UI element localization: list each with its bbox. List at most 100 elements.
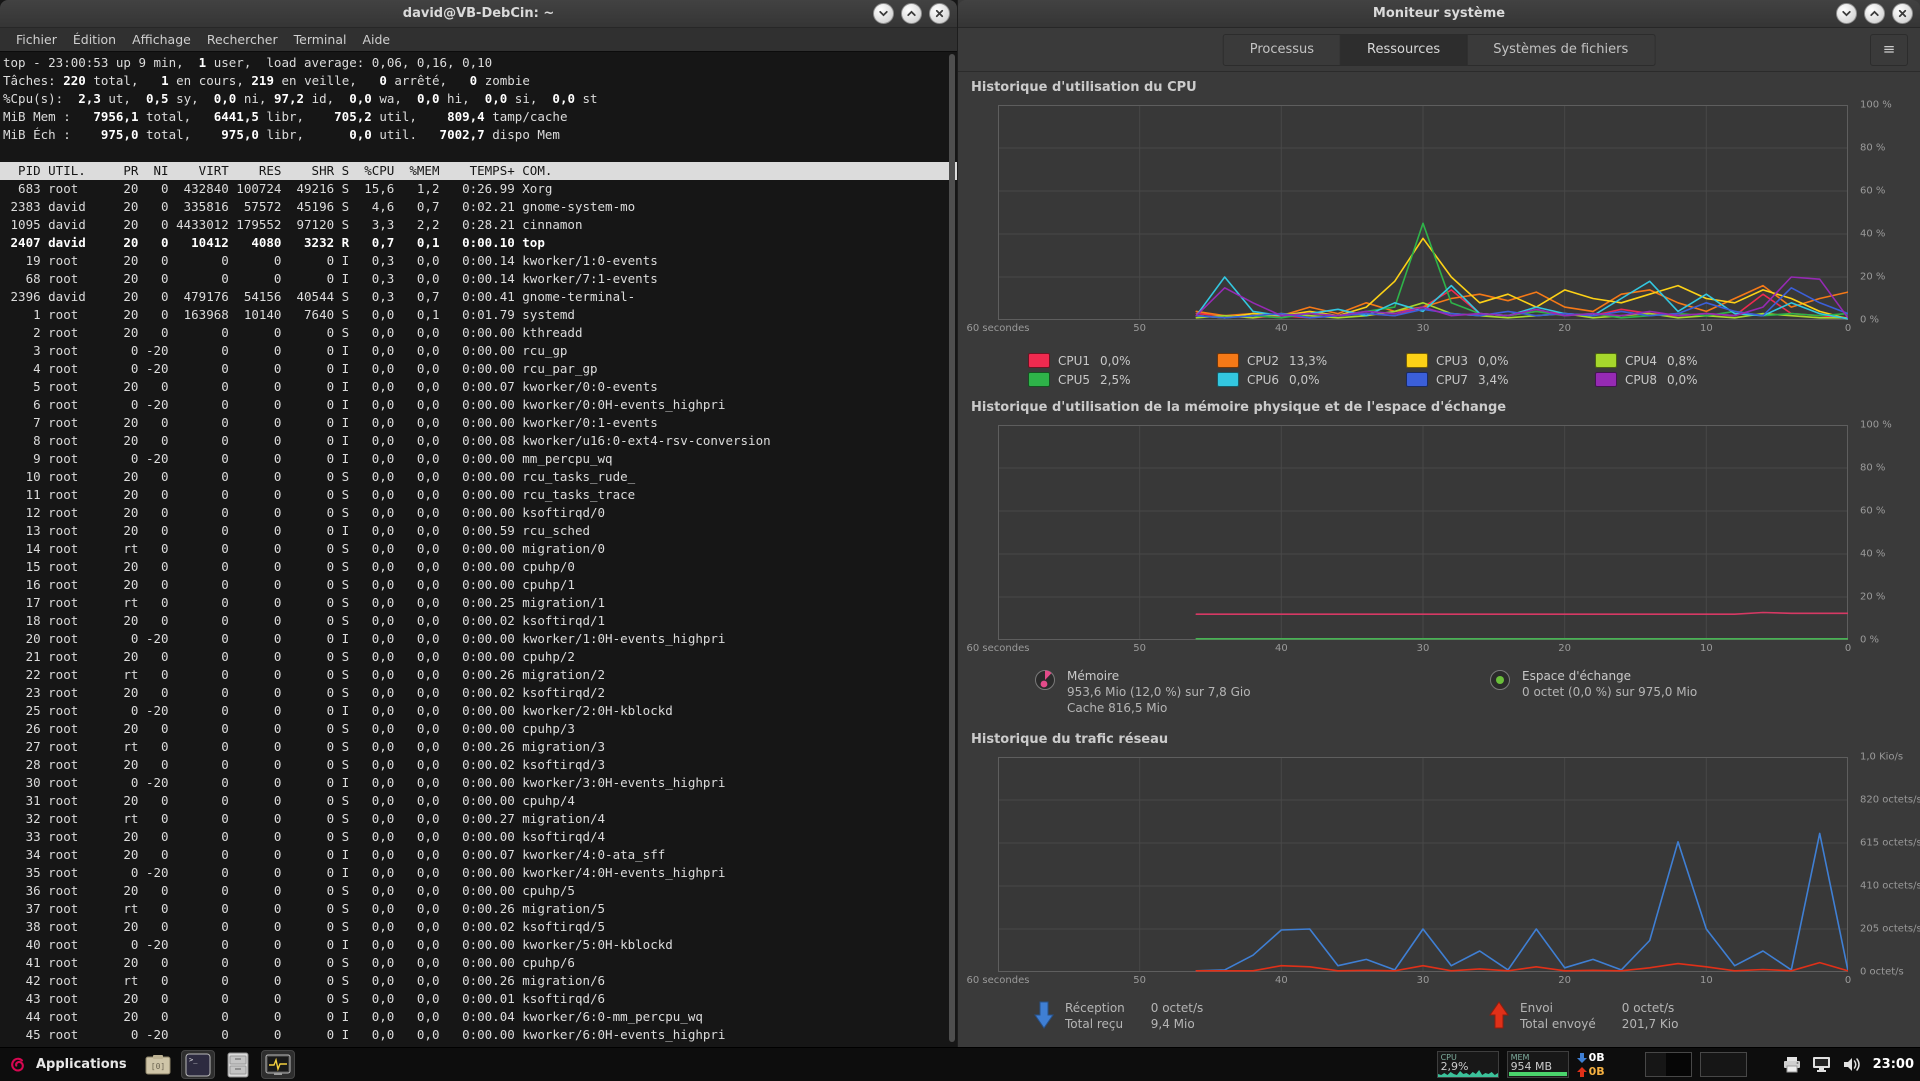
top-summary-line: top - 23:00:53 up 9 min, 1 user, load av… (3, 55, 493, 70)
x-axis-label: 20 (1558, 323, 1572, 334)
close-button[interactable] (1892, 3, 1913, 24)
process-row: 22 root rt 0 0 0 0 S 0,0 0,0 0:00.26 mig… (3, 667, 606, 682)
process-row: 4 root 0 -20 0 0 0 I 0,0 0,0 0:00.00 rcu… (3, 361, 598, 376)
network-rx-legend-item: Réception 0 octet/s Total reçu 9,4 Mio (1033, 1000, 1203, 1032)
process-row: 10 root 20 0 0 0 0 S 0,0 0,0 0:00.00 rcu… (3, 469, 636, 484)
network-panel-widget[interactable]: 0B 0B (1576, 1050, 1605, 1079)
x-axis-label: 0 (1844, 323, 1852, 334)
menu-affichage[interactable]: Affichage (132, 32, 191, 47)
memory-pie-icon (1035, 670, 1055, 690)
applications-menu-button[interactable] (4, 1050, 30, 1079)
process-row: 31 root 20 0 0 0 0 S 0,0 0,0 0:00.00 cpu… (3, 793, 575, 808)
memory-panel-widget[interactable]: MEM 954 MB (1506, 1051, 1569, 1078)
display-tray-button[interactable] (1811, 1053, 1833, 1077)
system-monitor-launcher[interactable] (260, 1050, 295, 1079)
menu-rechercher[interactable]: Rechercher (206, 32, 278, 47)
cpu-sparkline (1437, 1070, 1498, 1077)
tab-syste-mes-de-fichiers[interactable]: Systèmes de fichiers (1467, 34, 1656, 66)
cpu-legend-item: CPU5 2,5% (1028, 372, 1217, 387)
menu-terminal[interactable]: Terminal (293, 32, 347, 47)
process-row: 25 root 0 -20 0 0 0 I 0,0 0,0 0:00.00 kw… (3, 703, 673, 718)
process-row: 9 root 0 -20 0 0 0 I 0,0 0,0 0:00.00 mm_… (3, 451, 613, 466)
cpu-legend-item: CPU2 13,3% (1217, 353, 1406, 368)
minimize-button[interactable] (1836, 3, 1857, 24)
cpu-widget-value: 2,9% (1440, 1060, 1469, 1073)
applications-label[interactable]: Applications (36, 1057, 127, 1072)
terminal-scrollbar[interactable] (949, 54, 955, 1042)
cpu-panel-widget[interactable]: CPU 2,9% (1436, 1051, 1499, 1078)
process-row: 683 root 20 0 432840 100724 49216 S 15,6… (3, 181, 553, 196)
workspace-1-button[interactable] (1644, 1052, 1692, 1077)
sysmon-titlebar[interactable]: Moniteur système (958, 0, 1920, 28)
top-summary-line: MiB Éch : 975,0 total, 975,0 libr, 0,0 u… (3, 127, 560, 142)
y-axis-label: 40 % (1860, 228, 1886, 240)
legend-color-chip (1028, 353, 1050, 368)
process-row: 28 root 20 0 0 0 0 S 0,0 0,0 0:00.02 kso… (3, 757, 606, 772)
cpu-legend-item: CPU6 0,0% (1217, 372, 1406, 387)
tx-total-label: Total envoyé (1520, 1017, 1596, 1031)
clock[interactable]: 23:00 (1872, 1057, 1914, 1072)
terminal-launcher[interactable]: >_ (180, 1050, 215, 1079)
tab-processus[interactable]: Processus (1222, 34, 1342, 66)
hamburger-menu-button[interactable]: ≡ (1870, 34, 1908, 66)
network-section-title: Historique du trafic réseau (971, 732, 1169, 747)
taskbar-panel: Applications [0] >_ CPU (0, 1047, 1920, 1081)
menu-edition[interactable]: Édition (72, 32, 117, 47)
cpu-legend-item: CPU7 3,4% (1406, 372, 1595, 387)
y-axis-label: 60 % (1860, 505, 1886, 517)
workspace-2-button[interactable] (1699, 1052, 1747, 1077)
process-row: 21 root 20 0 0 0 0 S 0,0 0,0 0:00.00 cpu… (3, 649, 575, 664)
y-axis-label: 60 % (1860, 185, 1886, 197)
y-axis-label: 410 octets/s (1860, 880, 1920, 892)
menu-fichier[interactable]: Fichier (16, 32, 57, 47)
x-axis-label: 30 (1416, 643, 1430, 654)
memory-usage-text: 953,6 Mio (12,0 %) sur 7,8 Gio (1067, 685, 1251, 699)
y-axis-label: 20 % (1860, 591, 1886, 603)
close-button[interactable] (929, 3, 950, 24)
file-manager-launcher[interactable] (221, 1050, 255, 1079)
network-y-axis-labels: 1,0 Kio/s 820 octets/s 615 octets/s 410 oct… (1856, 752, 1920, 978)
process-row: 37 root rt 0 0 0 0 S 0,0 0,0 0:00.26 mig… (3, 901, 606, 916)
printer-tray-button[interactable] (1781, 1053, 1803, 1077)
process-row: 38 root 20 0 0 0 0 S 0,0 0,0 0:00.02 kso… (3, 919, 606, 934)
process-row: 68 root 20 0 0 0 0 I 0,3 0,0 0:00.14 kwo… (3, 271, 658, 286)
x-axis-label: 40 (1274, 323, 1288, 334)
upload-arrow-icon (1576, 1066, 1587, 1077)
sysmon-tabbar: Processus Ressources Systèmes de fichiers … (958, 28, 1920, 72)
process-row: 18 root 20 0 0 0 0 S 0,0 0,0 0:00.02 kso… (3, 613, 606, 628)
rx-total-value: 9,4 Mio (1150, 1017, 1195, 1031)
process-row: 36 root 20 0 0 0 0 S 0,0 0,0 0:00.00 cpu… (3, 883, 575, 898)
tab-ressources[interactable]: Ressources (1341, 34, 1468, 66)
system-monitor-icon (265, 1054, 291, 1075)
maximize-button[interactable] (901, 3, 922, 24)
chevron-down-icon (879, 10, 888, 17)
svg-text:[0]: [0] (150, 1062, 164, 1071)
terminal-output[interactable]: top - 23:00:53 up 9 min, 1 user, load av… (0, 51, 957, 1047)
process-row: 15 root 20 0 0 0 0 S 0,0 0,0 0:00.00 cpu… (3, 559, 575, 574)
svg-text:>_: >_ (189, 1056, 198, 1064)
process-row: 2407 david 20 0 10412 4080 3232 R 0,7 0,… (3, 235, 545, 250)
memory-history-chart (998, 425, 1848, 640)
net-down-value: 0B (1588, 1050, 1605, 1064)
swap-legend-title: Espace d'échange (1522, 669, 1632, 683)
maximize-button[interactable] (1864, 3, 1885, 24)
process-row: 2 root 20 0 0 0 0 S 0,0 0,0 0:00.00 kthr… (3, 325, 583, 340)
workspace-window-preview (1665, 1053, 1691, 1076)
process-row: 2383 david 20 0 335816 57572 45196 S 4,6… (3, 199, 636, 214)
process-row: 6 root 0 -20 0 0 0 I 0,0 0,0 0:00.00 kwo… (3, 397, 726, 412)
process-row: 42 root rt 0 0 0 0 S 0,0 0,0 0:00.26 mig… (3, 973, 606, 988)
system-monitor-window: Moniteur système Processus Ressources Syst… (957, 0, 1920, 1047)
x-axis-label: 60 secondes (966, 643, 1030, 654)
chevron-up-icon (907, 10, 916, 17)
menu-aide[interactable]: Aide (362, 32, 391, 47)
terminal-titlebar[interactable]: david@VB-DebCin: ~ (0, 0, 957, 28)
screenshot-tool-launcher[interactable]: [0] (141, 1050, 175, 1079)
terminal-title: david@VB-DebCin: ~ (402, 6, 555, 21)
minimize-button[interactable] (873, 3, 894, 24)
memory-y-axis-labels: 100 % 80 % 60 % 40 % 20 % 0 % (1856, 420, 1918, 646)
cpu-legend-item: CPU3 0,0% (1406, 353, 1595, 368)
memory-x-axis-labels: 60 secondes 50 40 30 20 10 0 (967, 641, 1852, 655)
x-axis-label: 20 (1558, 643, 1572, 654)
volume-tray-button[interactable] (1841, 1053, 1863, 1077)
process-row: 19 root 20 0 0 0 0 I 0,3 0,0 0:00.14 kwo… (3, 253, 658, 268)
